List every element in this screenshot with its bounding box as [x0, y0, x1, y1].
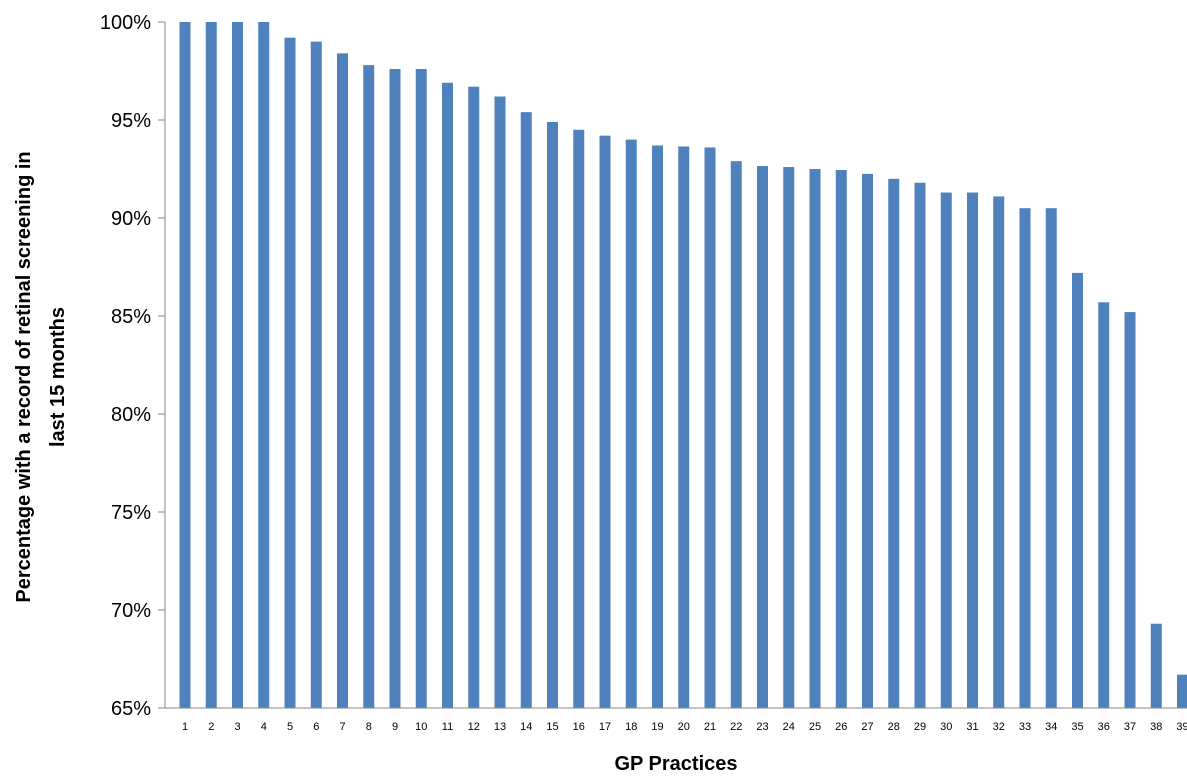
- bar: [573, 130, 584, 708]
- bar: [1125, 312, 1136, 708]
- x-tick-label: 12: [468, 721, 480, 733]
- bar: [836, 170, 847, 708]
- x-tick-label: 28: [888, 721, 900, 733]
- x-tick-label: 6: [313, 721, 319, 733]
- x-tick-label: 24: [783, 721, 795, 733]
- bar: [862, 174, 873, 708]
- x-tick-label: 38: [1150, 721, 1162, 733]
- bar: [941, 193, 952, 708]
- x-tick-label: 17: [599, 721, 611, 733]
- x-tick-label: 35: [1071, 721, 1083, 733]
- bar: [258, 22, 269, 708]
- bar: [442, 83, 453, 708]
- x-tick-label: 4: [261, 721, 267, 733]
- bar: [206, 22, 217, 708]
- x-tick-label: 23: [756, 721, 768, 733]
- y-tick-label: 70%: [111, 600, 151, 622]
- x-tick-label: 3: [234, 721, 240, 733]
- y-tick-label: 65%: [111, 698, 151, 720]
- bars: [180, 22, 1187, 708]
- x-tick-label: 8: [366, 721, 372, 733]
- bar: [678, 146, 689, 708]
- bar: [757, 166, 768, 708]
- x-tick-label: 32: [993, 721, 1005, 733]
- x-tick-label: 29: [914, 721, 926, 733]
- x-tick-label: 22: [730, 721, 742, 733]
- bar: [416, 69, 427, 708]
- bar: [180, 22, 191, 708]
- bar: [1098, 302, 1109, 708]
- bar: [1151, 624, 1162, 708]
- y-axis-title: Percentage with a record of retinal scre…: [13, 151, 69, 602]
- y-tick-label: 100%: [100, 12, 151, 34]
- x-tick-label: 33: [1019, 721, 1031, 733]
- bar: [311, 42, 322, 708]
- x-tick-label: 14: [520, 721, 532, 733]
- x-tick-label: 39: [1176, 721, 1187, 733]
- x-tick-label: 19: [651, 721, 663, 733]
- x-tick-label: 16: [573, 721, 585, 733]
- x-tick-label: 7: [339, 721, 345, 733]
- bar: [652, 145, 663, 708]
- y-axis-title-line-2: last 15 months: [47, 307, 69, 447]
- bar: [993, 196, 1004, 708]
- x-tick-label: 5: [287, 721, 293, 733]
- x-axis-title: GP Practices: [614, 753, 737, 775]
- bar: [783, 167, 794, 708]
- y-axis-title-line-1: Percentage with a record of retinal scre…: [13, 151, 35, 602]
- bar: [1020, 208, 1031, 708]
- bar: [626, 140, 637, 708]
- x-tick-label: 2: [208, 721, 214, 733]
- x-tick-label: 10: [415, 721, 427, 733]
- x-tick-label: 13: [494, 721, 506, 733]
- bar: [232, 22, 243, 708]
- x-tick-label: 25: [809, 721, 821, 733]
- bar: [888, 179, 899, 708]
- bar: [285, 38, 296, 708]
- y-tick-label: 75%: [111, 502, 151, 524]
- bar: [1046, 208, 1057, 708]
- x-tick-label: 37: [1124, 721, 1136, 733]
- x-tick-label: 18: [625, 721, 637, 733]
- bar: [1072, 273, 1083, 708]
- bar: [495, 96, 506, 708]
- bar: [967, 193, 978, 708]
- bar: [390, 69, 401, 708]
- y-tick-label: 95%: [111, 110, 151, 132]
- bar: [337, 53, 348, 708]
- bar: [705, 147, 716, 708]
- x-tick-label: 31: [966, 721, 978, 733]
- bar: [915, 183, 926, 708]
- x-tick-label: 21: [704, 721, 716, 733]
- x-tick-label: 36: [1098, 721, 1110, 733]
- bar: [468, 87, 479, 708]
- x-tick-label: 34: [1045, 721, 1057, 733]
- x-tick-label: 27: [861, 721, 873, 733]
- x-tick-label: 11: [442, 721, 453, 733]
- bar: [731, 161, 742, 708]
- bar: [600, 136, 611, 708]
- y-tick-label: 85%: [111, 306, 151, 328]
- x-tick-label: 26: [835, 721, 847, 733]
- bar: [521, 112, 532, 708]
- x-tick-label: 1: [182, 721, 188, 733]
- bar: [363, 65, 374, 708]
- y-tick-label: 80%: [111, 404, 151, 426]
- x-tick-label: 9: [392, 721, 398, 733]
- bar: [1177, 675, 1187, 708]
- y-axis-ticks: 65% 70% 75% 80% 85% 90% 95% 100%: [100, 12, 165, 720]
- x-tick-label: 30: [940, 721, 952, 733]
- x-tick-label: 20: [678, 721, 690, 733]
- bar: [810, 169, 821, 708]
- y-tick-label: 90%: [111, 208, 151, 230]
- bar: [547, 122, 558, 708]
- x-tick-label: 15: [546, 721, 558, 733]
